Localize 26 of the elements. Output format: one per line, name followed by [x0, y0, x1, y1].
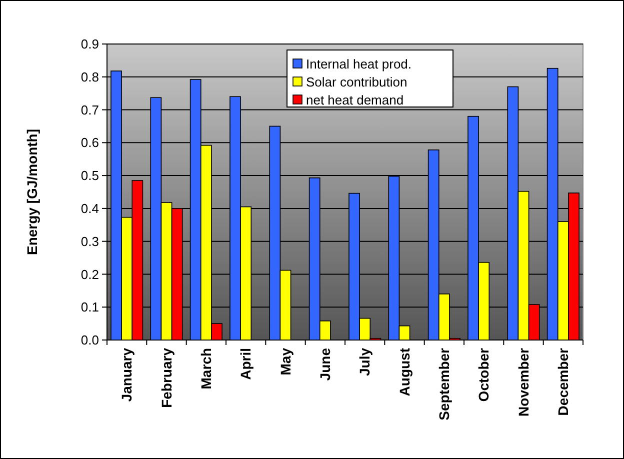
x-tick-label: February: [158, 348, 174, 408]
x-tick-label: October: [476, 347, 492, 402]
x-tick-label: December: [555, 347, 572, 416]
legend-label: net heat demand: [306, 92, 404, 108]
legend-label: Solar contribution: [306, 74, 408, 90]
x-tick-label: April: [238, 348, 254, 380]
y-tick-label: 0.0: [80, 332, 99, 348]
x-tick-label: November: [515, 347, 532, 416]
y-axis-title: Energy [GJ/month]: [24, 128, 40, 256]
y-tick-label: 0.3: [80, 234, 99, 249]
x-tick-label: May: [277, 348, 294, 376]
y-tick-label: 0.1: [80, 300, 99, 315]
y-tick-label: 0.7: [80, 102, 99, 118]
y-tick-label: 0.4: [80, 200, 99, 216]
x-tick-label: July: [356, 348, 373, 376]
x-tick-label: March: [198, 348, 214, 390]
x-tick-label: August: [396, 348, 412, 396]
y-tick-label: 0.8: [80, 69, 99, 84]
x-tick-label: September: [436, 347, 452, 420]
y-tick-label: 0.9: [80, 36, 99, 52]
legend-label: Internal heat prod.: [306, 56, 412, 72]
x-tick-label: June: [317, 348, 334, 381]
x-tick-label: January: [118, 348, 135, 402]
y-tick-label: 0.6: [80, 135, 99, 150]
y-tick-label: 0.5: [80, 168, 99, 184]
y-tick-label: 0.2: [80, 266, 99, 282]
